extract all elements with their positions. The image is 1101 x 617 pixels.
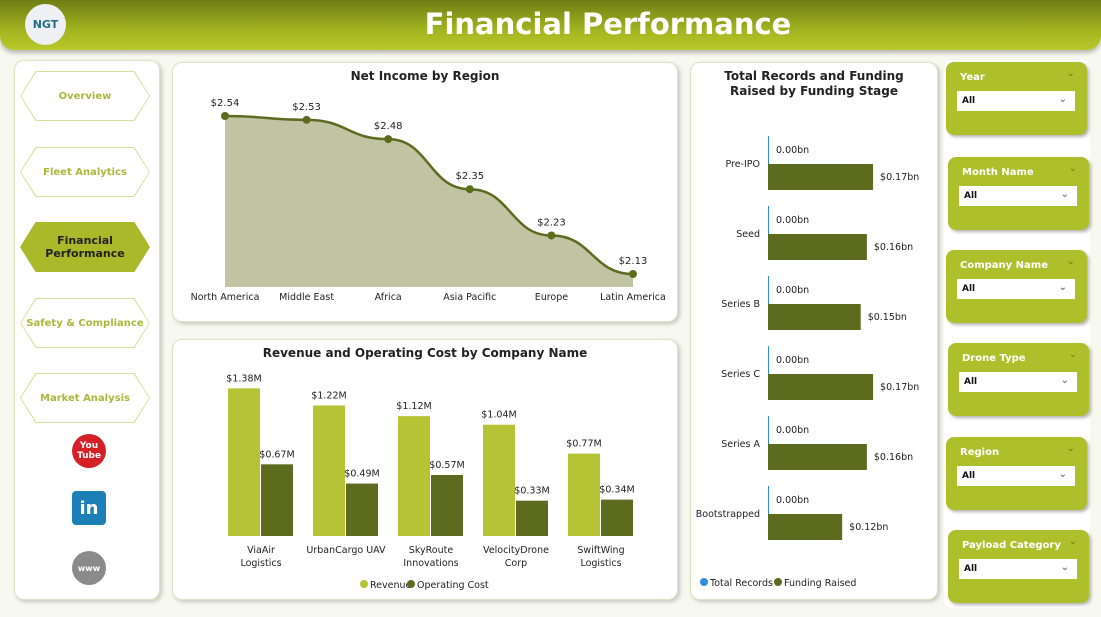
filter-month-name: Month Name ⌄ All ⌄ <box>948 157 1089 230</box>
nav-market-analysis[interactable]: Market Analysis <box>20 373 150 423</box>
header: NGT Financial Performance <box>0 0 1101 50</box>
filter-payload-category: Payload Category ⌄ All ⌄ <box>948 530 1089 603</box>
filter-value: All <box>964 377 978 387</box>
chevron-down-icon[interactable]: ⌄ <box>1066 256 1075 267</box>
chevron-down-icon[interactable]: ⌄ <box>1066 443 1075 454</box>
youtube-icon[interactable]: You Tube <box>72 434 106 468</box>
page-title: Financial Performance <box>424 7 792 41</box>
net-income-card: Net Income by Region <box>172 62 678 322</box>
filter-label: Month Name <box>962 167 1034 178</box>
filter-value: All <box>962 284 976 294</box>
filter-value: All <box>962 471 976 481</box>
chart-title: Revenue and Operating Cost by Company Na… <box>262 346 588 360</box>
nav-financial-performance[interactable]: Financial Performance <box>20 222 150 272</box>
filter-value: All <box>962 96 976 106</box>
chevron-down-icon: ⌄ <box>1058 282 1067 293</box>
filter-select[interactable]: All ⌄ <box>957 466 1075 486</box>
filter-label: Region <box>960 447 1000 458</box>
filter-label: Payload Category <box>962 540 1061 551</box>
filter-company-name: Company Name ⌄ All ⌄ <box>946 250 1087 323</box>
nav-label: Fleet Analytics <box>21 148 149 196</box>
chevron-down-icon: ⌄ <box>1058 94 1067 105</box>
filter-drone-type: Drone Type ⌄ All ⌄ <box>948 343 1089 416</box>
chart-title: Total Records and Funding Raised by Fund… <box>724 69 904 98</box>
chevron-down-icon: ⌄ <box>1060 562 1069 573</box>
nav-overview[interactable]: Overview <box>20 71 150 121</box>
ngt-logo: NGT <box>25 4 66 45</box>
nav-safety-compliance[interactable]: Safety & Compliance <box>20 298 150 348</box>
filter-label: Company Name <box>960 260 1048 271</box>
revenue-card: Revenue and Operating Cost by Company Na… <box>172 339 678 600</box>
nav-label: Financial Performance <box>21 223 149 271</box>
chevron-down-icon[interactable]: ⌄ <box>1068 536 1077 547</box>
funding-card: Total Records and Funding Raised by Fund… <box>690 62 938 600</box>
filter-value: All <box>964 564 978 574</box>
chevron-down-icon[interactable]: ⌄ <box>1068 349 1077 360</box>
nav-label: Safety & Compliance <box>21 299 149 347</box>
filter-select[interactable]: All ⌄ <box>957 279 1075 299</box>
linkedin-icon[interactable]: in <box>72 491 106 525</box>
chevron-down-icon[interactable]: ⌄ <box>1068 163 1077 174</box>
filter-panel <box>944 60 1090 608</box>
filter-select[interactable]: All ⌄ <box>959 372 1077 392</box>
filter-select[interactable]: All ⌄ <box>957 91 1075 111</box>
filter-region: Region ⌄ All ⌄ <box>946 437 1087 510</box>
nav-label: Market Analysis <box>21 374 149 422</box>
chevron-down-icon: ⌄ <box>1060 189 1069 200</box>
chevron-down-icon: ⌄ <box>1058 469 1067 480</box>
globe-icon[interactable]: www <box>72 551 106 585</box>
nav-panel: Overview Fleet Analytics Financial Perfo… <box>14 60 160 600</box>
filter-select[interactable]: All ⌄ <box>959 186 1077 206</box>
filter-label: Year <box>960 72 985 83</box>
filter-label: Drone Type <box>962 353 1026 364</box>
chevron-down-icon: ⌄ <box>1060 375 1069 386</box>
filter-value: All <box>964 191 978 201</box>
filter-select[interactable]: All ⌄ <box>959 559 1077 579</box>
nav-label: Overview <box>21 72 149 120</box>
nav-fleet-analytics[interactable]: Fleet Analytics <box>20 147 150 197</box>
chevron-down-icon[interactable]: ⌄ <box>1066 68 1075 79</box>
filter-year: Year ⌄ All ⌄ <box>946 62 1087 135</box>
chart-title: Net Income by Region <box>350 69 500 83</box>
